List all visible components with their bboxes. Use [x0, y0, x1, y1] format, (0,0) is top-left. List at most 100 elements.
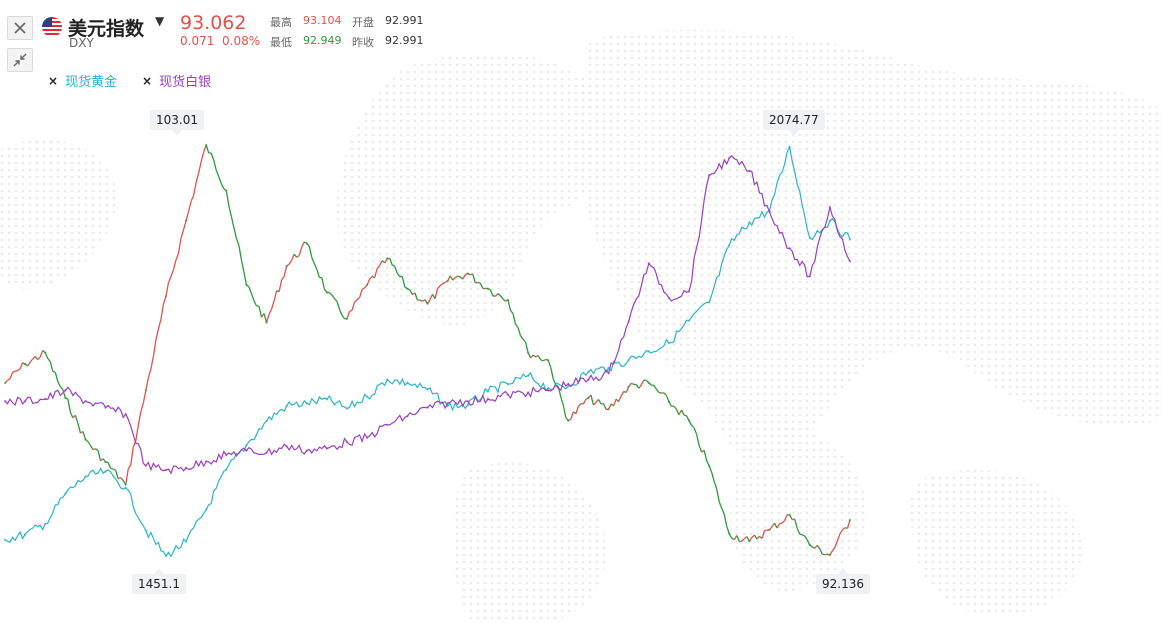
dxy-line-segment	[107, 462, 112, 469]
dxy-line-segment	[711, 472, 715, 482]
open-label: 开盘	[352, 16, 374, 29]
dxy-point	[345, 317, 349, 321]
dxy-line-segment	[187, 201, 192, 212]
silver-point	[144, 464, 148, 467]
dxy-line-segment	[499, 295, 504, 300]
dxy-point	[667, 400, 671, 403]
dxy-line-segment	[62, 389, 66, 399]
open-value: 92.991	[385, 14, 424, 27]
dxy-point	[426, 302, 429, 305]
gold-point	[728, 244, 731, 247]
dxy-min-callout: 92.136	[816, 568, 870, 594]
gold-point	[64, 492, 67, 495]
silver-point	[768, 210, 771, 213]
dxy-line-segment	[497, 293, 501, 297]
silver-point	[164, 468, 168, 472]
gold-point	[687, 319, 691, 322]
dxy-line-segment	[844, 527, 848, 529]
dxy-line-segment	[263, 313, 268, 323]
gold-point	[164, 554, 168, 558]
dxy-line-segment	[602, 403, 607, 410]
legend-item-gold: × 现货黄金	[48, 71, 117, 91]
close-button[interactable]	[7, 16, 33, 40]
gold-point	[587, 370, 590, 373]
dxy-line-segment	[369, 276, 373, 280]
dxy-line-segment	[270, 300, 275, 310]
dxy-line-segment	[396, 272, 401, 277]
silver-point	[486, 397, 490, 401]
dxy-point	[3, 381, 7, 385]
dxy-line-segment	[394, 266, 398, 274]
gold-point	[466, 404, 469, 407]
dxy-line-segment	[172, 259, 177, 270]
dxy-line-segment	[34, 356, 39, 360]
dxy-line-segment	[540, 359, 544, 362]
dxy-line-segment	[142, 390, 147, 404]
dxy-line-segment	[296, 254, 300, 258]
dxy-line-segment	[190, 195, 195, 202]
instrument-title[interactable]: 美元指数	[68, 18, 145, 40]
silver-point	[808, 275, 811, 278]
silver-point	[325, 447, 329, 450]
dxy-line-segment	[753, 534, 758, 540]
dxy-point	[144, 389, 148, 392]
dxy-line-segment	[522, 338, 527, 343]
gold-point	[386, 378, 389, 381]
dxy-line-segment	[283, 265, 288, 277]
dxy-line-segment	[819, 548, 823, 555]
dxy-line-segment	[361, 287, 365, 290]
dxy-point	[325, 291, 329, 294]
dxy-line-segment	[618, 395, 622, 402]
dxy-line-segment	[218, 176, 222, 184]
dxy-line-segment	[120, 477, 124, 481]
dxy-line-segment	[449, 275, 454, 281]
dxy-point	[265, 321, 268, 324]
dxy-line-segment	[620, 391, 625, 397]
dxy-line-segment	[640, 379, 645, 386]
silver-point	[627, 320, 630, 323]
dxy-line-segment	[597, 399, 602, 405]
us-flag-icon	[42, 17, 62, 37]
dxy-line-segment	[454, 275, 459, 279]
gold-point	[23, 533, 27, 536]
dxy-line-segment	[27, 361, 31, 367]
dxy-line-segment	[457, 275, 461, 278]
dxy-line-segment	[442, 281, 446, 285]
dxy-line-segment	[693, 427, 698, 435]
dxy-line-segment	[593, 401, 597, 406]
dxy-line-segment	[582, 398, 587, 405]
remove-silver-button[interactable]: ×	[142, 73, 153, 88]
price-change-percent: 0.08%	[222, 34, 261, 48]
dxy-line-segment	[570, 411, 574, 420]
dxy-point	[587, 396, 590, 400]
dxy-line-segment	[160, 304, 165, 320]
silver-point	[386, 423, 389, 427]
dxy-line-segment	[517, 327, 522, 337]
dxy-line-segment	[313, 263, 318, 270]
silver-point	[426, 406, 429, 409]
dxy-line-segment	[52, 370, 56, 373]
dxy-line-segment	[349, 309, 353, 312]
dxy-line-segment	[680, 409, 685, 416]
dxy-line-segment	[281, 276, 285, 281]
dxy-line-segment	[419, 299, 423, 302]
remove-gold-button[interactable]: ×	[48, 73, 59, 88]
dxy-line-segment	[253, 300, 258, 307]
dxy-line-segment	[761, 530, 766, 539]
dxy-line-segment	[185, 211, 190, 221]
gold-point	[285, 404, 288, 408]
caret-down-icon[interactable]: ▼	[155, 14, 165, 28]
shrink-button[interactable]	[7, 48, 33, 72]
dxy-line-segment	[502, 298, 506, 302]
dxy-line-segment	[258, 306, 263, 318]
dxy-line-segment	[67, 399, 72, 413]
gold-point	[788, 145, 791, 149]
dxy-line-segment	[691, 424, 695, 429]
dxy-line-segment	[243, 271, 248, 286]
dxy-line-segment	[12, 370, 16, 373]
dxy-line-segment	[801, 534, 806, 537]
dxy-line-segment	[273, 290, 278, 302]
dxy-line-segment	[590, 394, 595, 406]
dxy-line-segment	[333, 298, 338, 302]
